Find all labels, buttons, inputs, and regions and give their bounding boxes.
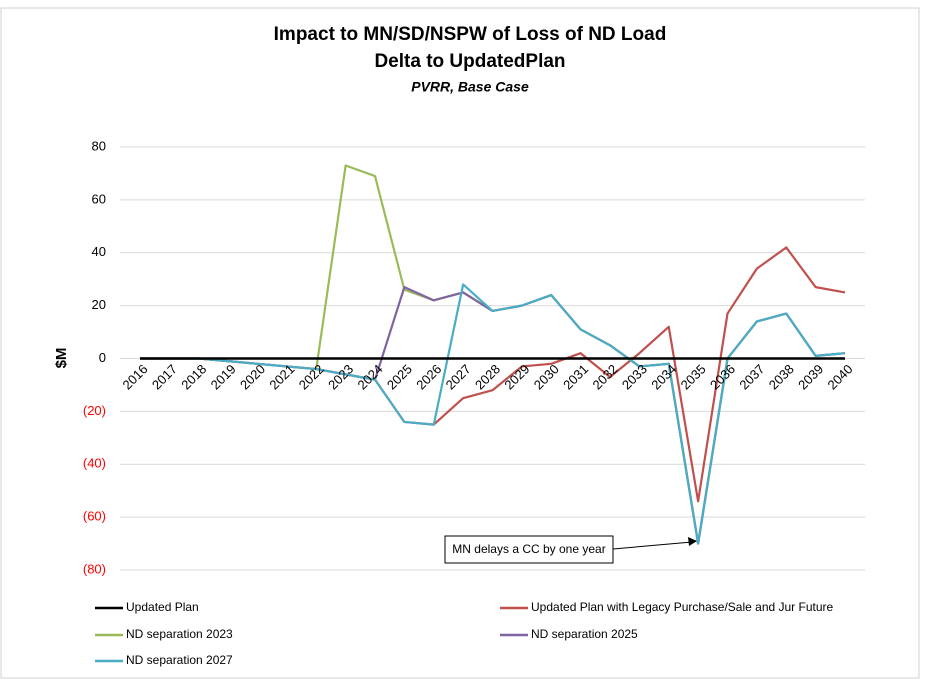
chart-frame xyxy=(0,7,920,679)
chart-title: Impact to MN/SD/NSPW of Loss of ND Load xyxy=(274,24,667,45)
y-axis-label: $M xyxy=(53,348,70,369)
chart-subtitle: Delta to UpdatedPlan xyxy=(374,51,565,72)
legend-label: Updated Plan xyxy=(126,600,199,614)
annotation-arrow xyxy=(612,541,693,550)
y-tick-label: (80) xyxy=(83,561,106,576)
y-tick-label: 40 xyxy=(92,244,106,259)
annotation: MN delays a CC by one year xyxy=(452,542,605,556)
y-tick-label: (40) xyxy=(83,456,106,471)
chart-subtitle-2: PVRR, Base Case xyxy=(411,79,529,95)
y-tick-label: (60) xyxy=(83,509,106,524)
y-tick-label: 60 xyxy=(92,191,106,206)
y-tick-label: 80 xyxy=(92,138,106,153)
legend-label: ND separation 2025 xyxy=(531,627,638,641)
y-tick-label: (20) xyxy=(83,403,106,418)
legend-label: Updated Plan with Legacy Purchase/Sale a… xyxy=(531,600,834,614)
legend-label: ND separation 2027 xyxy=(126,653,233,667)
y-tick-label: 0 xyxy=(99,350,106,365)
legend-label: ND separation 2023 xyxy=(126,627,233,641)
annotation-box xyxy=(444,535,614,564)
y-tick-label: 20 xyxy=(92,297,106,312)
arrow-head xyxy=(688,537,697,546)
